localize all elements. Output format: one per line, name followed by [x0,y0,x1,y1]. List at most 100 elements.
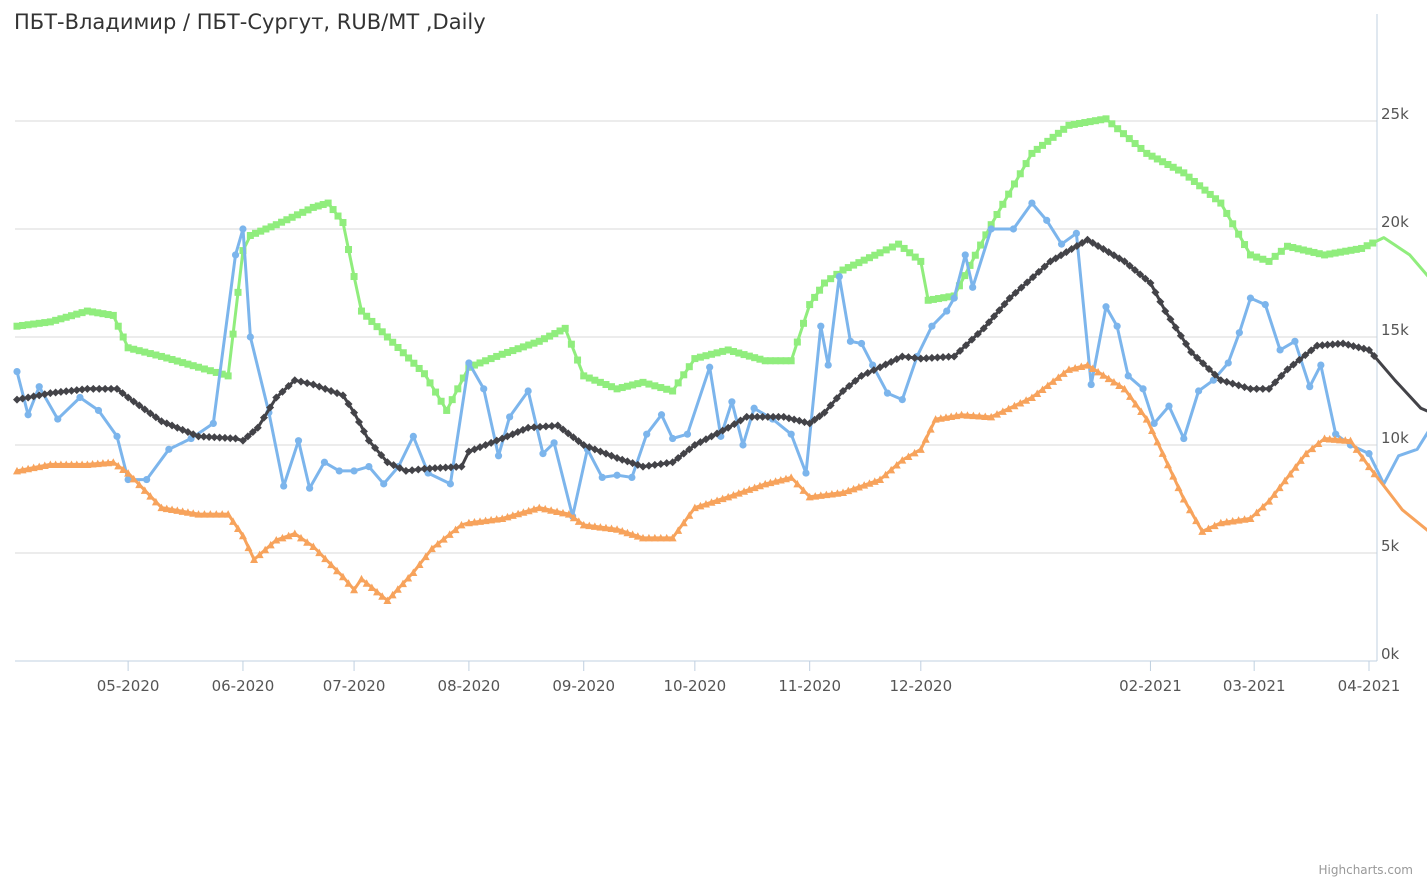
data-point[interactable] [1120,384,1129,393]
data-point[interactable] [663,385,671,393]
data-point[interactable] [261,545,270,554]
data-point[interactable] [1315,250,1323,258]
data-point[interactable] [218,510,227,518]
data-point[interactable] [437,397,445,405]
data-point[interactable] [662,533,671,542]
data-point[interactable] [1332,430,1340,438]
data-point[interactable] [1161,307,1170,316]
data-point[interactable] [94,309,102,317]
data-point[interactable] [787,357,795,365]
data-point[interactable] [338,572,347,581]
data-point[interactable] [1038,385,1047,393]
data-point[interactable] [882,246,890,254]
data-point[interactable] [1259,255,1267,263]
data-point[interactable] [1049,133,1057,141]
data-point[interactable] [696,353,704,361]
data-point[interactable] [146,492,155,500]
data-point[interactable] [1235,329,1243,337]
data-point[interactable] [1265,257,1273,265]
data-point[interactable] [1258,502,1267,511]
data-point[interactable] [1136,270,1145,279]
data-point[interactable] [46,460,55,468]
data-point[interactable] [895,240,903,248]
data-point[interactable] [1076,119,1084,127]
data-point[interactable] [1234,381,1243,390]
data-point[interactable] [94,406,103,415]
data-point[interactable] [1159,158,1167,166]
data-point[interactable] [124,475,132,484]
data-point[interactable] [24,321,32,329]
data-point[interactable] [1216,518,1225,527]
data-point[interactable] [1151,288,1160,297]
data-point[interactable] [806,301,814,309]
data-point[interactable] [294,437,303,445]
data-point[interactable] [981,412,990,420]
data-point[interactable] [278,533,287,542]
data-point[interactable] [683,430,692,438]
data-point[interactable] [1286,470,1295,478]
data-point[interactable] [827,489,836,498]
data-point[interactable] [231,434,240,443]
data-point[interactable] [888,243,896,251]
data-point[interactable] [753,412,762,421]
data-point[interactable] [327,387,336,395]
data-point[interactable] [1009,225,1018,233]
data-point[interactable] [78,385,87,394]
data-point[interactable] [1005,190,1013,198]
data-point[interactable] [24,393,33,402]
data-point[interactable] [525,341,533,349]
data-point[interactable] [998,407,1007,415]
data-point[interactable] [1307,346,1316,355]
data-point[interactable] [1204,524,1213,533]
data-point[interactable] [476,517,485,525]
data-point[interactable] [183,508,192,516]
data-point[interactable] [1164,161,1172,169]
data-point[interactable] [957,410,966,419]
data-point[interactable] [820,279,828,287]
data-point[interactable] [1156,297,1165,306]
data-point[interactable] [638,462,647,471]
data-point[interactable] [514,345,522,353]
data-point[interactable] [1083,361,1092,369]
data-point[interactable] [146,409,155,418]
data-point[interactable] [234,524,243,533]
data-point[interactable] [1166,315,1175,324]
data-point[interactable] [493,352,501,360]
data-point[interactable] [487,515,496,524]
data-point[interactable] [674,526,683,534]
data-point[interactable] [613,471,621,479]
data-point[interactable] [135,480,144,489]
data-point[interactable] [481,516,490,525]
data-point[interactable] [564,429,573,438]
data-point[interactable] [558,508,567,517]
data-point[interactable] [433,539,442,548]
data-point[interactable] [319,201,327,209]
data-point[interactable] [140,405,149,414]
data-point[interactable] [816,491,825,499]
data-point[interactable] [480,385,488,393]
data-point[interactable] [546,332,554,340]
data-point[interactable] [800,319,808,327]
data-point[interactable] [585,374,593,382]
data-point[interactable] [1043,216,1051,224]
data-point[interactable] [141,348,149,356]
data-point[interactable] [355,417,364,426]
data-point[interactable] [1341,436,1350,444]
data-point[interactable] [628,530,637,538]
data-point[interactable] [927,353,936,362]
data-point[interactable] [315,548,324,557]
data-point[interactable] [278,218,286,226]
data-point[interactable] [863,369,872,377]
data-point[interactable] [669,387,677,395]
data-point[interactable] [939,353,948,362]
data-point[interactable] [826,401,835,410]
data-point[interactable] [827,275,835,283]
data-point[interactable] [1185,505,1194,514]
data-point[interactable] [215,433,224,442]
data-point[interactable] [1169,163,1177,171]
data-point[interactable] [1179,495,1188,503]
data-point[interactable] [1206,190,1214,198]
data-point[interactable] [975,412,984,420]
data-point[interactable] [446,480,454,488]
data-point[interactable] [1261,301,1269,309]
